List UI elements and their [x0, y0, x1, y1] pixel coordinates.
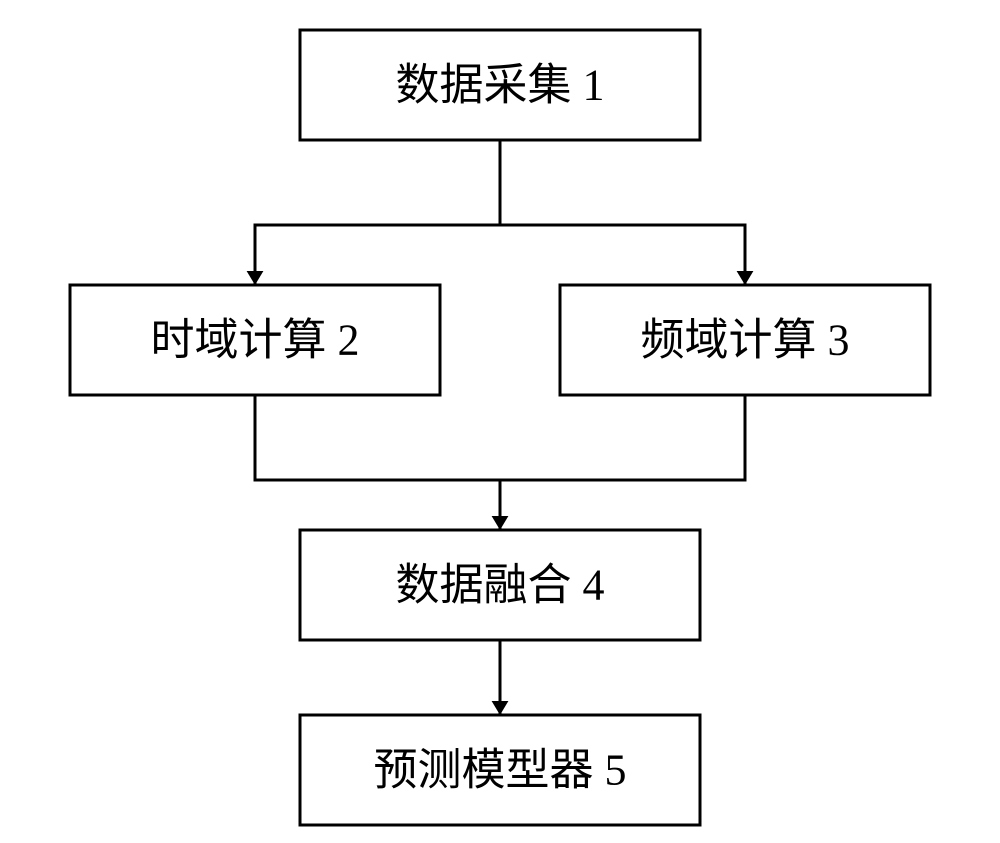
edge-1: [500, 140, 745, 285]
node-label-n5: 预测模型器 5: [374, 746, 627, 795]
node-n3: 频域计算 3: [560, 285, 930, 395]
flowchart-diagram: 数据采集 1 时域计算 2 频域计算 3 数据融合 4 预测模型器 5: [0, 0, 1000, 843]
node-n5: 预测模型器 5: [300, 715, 700, 825]
node-n2: 时域计算 2: [70, 285, 440, 395]
edge-3: [500, 395, 745, 530]
node-n4: 数据融合 4: [300, 530, 700, 640]
arrowhead-4: [492, 701, 509, 715]
arrowhead-1: [737, 271, 754, 285]
edge-0: [255, 140, 500, 285]
node-label-n1: 数据采集 1: [396, 61, 605, 110]
arrowhead-0: [247, 271, 264, 285]
node-label-n2: 时域计算 2: [151, 316, 360, 365]
node-n1: 数据采集 1: [300, 30, 700, 140]
edge-2: [255, 395, 500, 530]
node-label-n3: 频域计算 3: [641, 316, 850, 365]
node-label-n4: 数据融合 4: [396, 561, 605, 610]
